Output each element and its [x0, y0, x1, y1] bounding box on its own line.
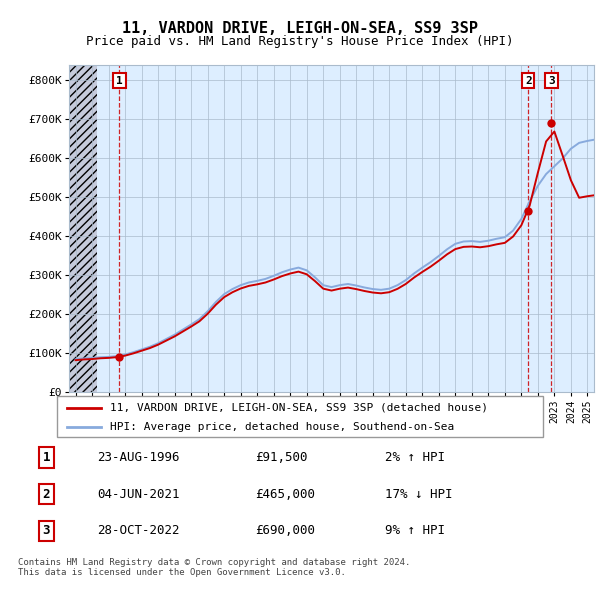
- HPI: Average price, detached house, Southend-on-Sea: (2e+03, 1.1e+05): Average price, detached house, Southend-…: [138, 346, 145, 353]
- Line: 11, VARDON DRIVE, LEIGH-ON-SEA, SS9 3SP (detached house): 11, VARDON DRIVE, LEIGH-ON-SEA, SS9 3SP …: [76, 132, 594, 360]
- Text: 23-AUG-1996: 23-AUG-1996: [97, 451, 179, 464]
- Text: 9% ↑ HPI: 9% ↑ HPI: [385, 525, 445, 537]
- HPI: Average price, detached house, Southend-on-Sea: (2.01e+03, 3.15e+05): Average price, detached house, Southend-…: [287, 266, 294, 273]
- Text: 17% ↓ HPI: 17% ↓ HPI: [385, 487, 452, 501]
- Text: 2: 2: [43, 487, 50, 501]
- HPI: Average price, detached house, Southend-on-Sea: (2.01e+03, 2.7e+05): Average price, detached house, Southend-…: [328, 284, 335, 291]
- Text: 3: 3: [548, 76, 555, 86]
- Text: 11, VARDON DRIVE, LEIGH-ON-SEA, SS9 3SP (detached house): 11, VARDON DRIVE, LEIGH-ON-SEA, SS9 3SP …: [110, 403, 488, 413]
- Text: £690,000: £690,000: [255, 525, 315, 537]
- Text: £465,000: £465,000: [255, 487, 315, 501]
- HPI: Average price, detached house, Southend-on-Sea: (1.99e+03, 8.5e+04): Average price, detached house, Southend-…: [72, 356, 79, 363]
- 11, VARDON DRIVE, LEIGH-ON-SEA, SS9 3SP (detached house): [72, 356, 79, 363]
- Line: HPI: Average price, detached house, Southend-on-Sea: HPI: Average price, detached house, Sout…: [76, 140, 594, 359]
- HPI: Average price, detached house, Southend-on-Sea: (2.03e+03, 6.48e+05): Average price, detached house, Southend-…: [590, 136, 598, 143]
- Text: 2: 2: [525, 76, 532, 86]
- Text: 28-OCT-2022: 28-OCT-2022: [97, 525, 179, 537]
- HPI: Average price, detached house, Southend-on-Sea: (2.01e+03, 2.69e+05): Average price, detached house, Southend-…: [361, 284, 368, 291]
- Bar: [69, 65, 97, 392]
- 11, VARDON DRIVE, LEIGH-ON-SEA, SS9 3SP (detached house): [361, 287, 368, 294]
- 11, VARDON DRIVE, LEIGH-ON-SEA, SS9 3SP (detached house): [590, 192, 598, 199]
- HPI: Average price, detached house, Southend-on-Sea: (2.01e+03, 2.88e+05): Average price, detached house, Southend-…: [402, 277, 409, 284]
- Text: 1: 1: [116, 76, 123, 86]
- 11, VARDON DRIVE, LEIGH-ON-SEA, SS9 3SP (detached house): [410, 274, 418, 281]
- FancyBboxPatch shape: [57, 396, 543, 437]
- 11, VARDON DRIVE, LEIGH-ON-SEA, SS9 3SP (detached house): [328, 287, 335, 294]
- Text: Price paid vs. HM Land Registry's House Price Index (HPI): Price paid vs. HM Land Registry's House …: [86, 35, 514, 48]
- Text: HPI: Average price, detached house, Southend-on-Sea: HPI: Average price, detached house, Sout…: [110, 422, 455, 431]
- Text: £91,500: £91,500: [255, 451, 307, 464]
- 11, VARDON DRIVE, LEIGH-ON-SEA, SS9 3SP (detached house): [138, 347, 145, 354]
- Text: Contains HM Land Registry data © Crown copyright and database right 2024.
This d: Contains HM Land Registry data © Crown c…: [18, 558, 410, 577]
- HPI: Average price, detached house, Southend-on-Sea: (2.01e+03, 3.05e+05): Average price, detached house, Southend-…: [410, 270, 418, 277]
- Text: 3: 3: [43, 525, 50, 537]
- 11, VARDON DRIVE, LEIGH-ON-SEA, SS9 3SP (detached house): [402, 280, 409, 287]
- 11, VARDON DRIVE, LEIGH-ON-SEA, SS9 3SP (detached house): [551, 128, 558, 135]
- Text: 11, VARDON DRIVE, LEIGH-ON-SEA, SS9 3SP: 11, VARDON DRIVE, LEIGH-ON-SEA, SS9 3SP: [122, 21, 478, 35]
- Text: 2% ↑ HPI: 2% ↑ HPI: [385, 451, 445, 464]
- 11, VARDON DRIVE, LEIGH-ON-SEA, SS9 3SP (detached house): [287, 270, 294, 277]
- Text: 04-JUN-2021: 04-JUN-2021: [97, 487, 179, 501]
- Text: 1: 1: [43, 451, 50, 464]
